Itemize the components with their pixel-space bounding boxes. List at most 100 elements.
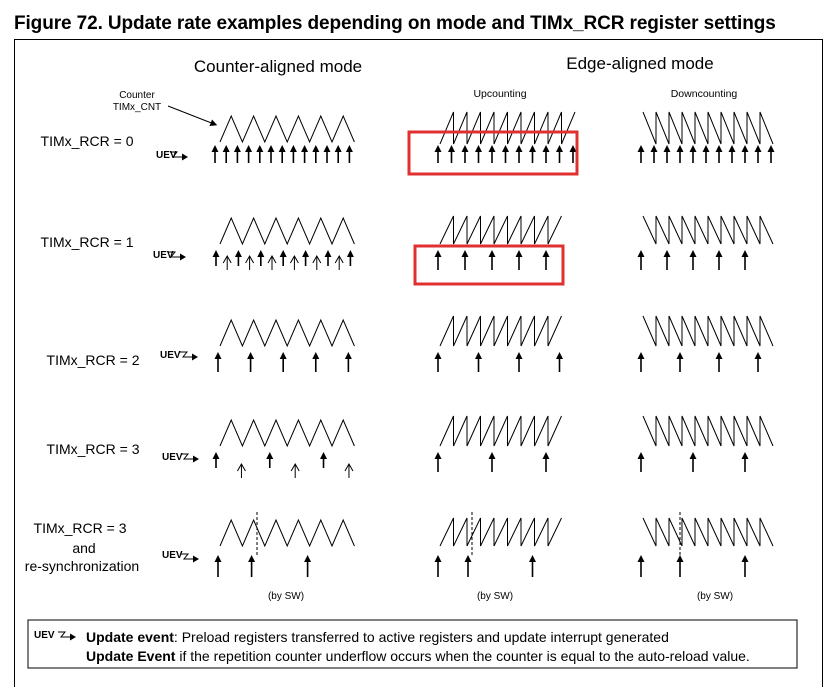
uev-thin-arrow-center-r2-3-head xyxy=(245,254,255,264)
highlight-box-rcr1-upcounting xyxy=(413,244,565,286)
uev-arrow-center-r3-1-head xyxy=(247,352,255,359)
uev-arrow-center-r2-10-head xyxy=(324,250,332,257)
uev-arrow-down-r1-2-head xyxy=(663,145,671,152)
uev-arrow-center-r2-2-head xyxy=(234,250,242,257)
uev-symbol-row2-arrow xyxy=(180,253,186,261)
uev-arrow-center-r1-3-head xyxy=(245,145,253,152)
uev-arrow-down-r5-1-head xyxy=(676,555,684,562)
by-sw-label-up: (by SW) xyxy=(477,591,513,602)
uev-arrow-center-r2-6-head xyxy=(279,250,287,257)
downcounting-header: Downcounting xyxy=(671,88,738,100)
uev-arrow-up-r2-4-head xyxy=(542,250,550,257)
uev-label-row1: UEV xyxy=(156,150,177,161)
uev-arrow-down-r1-6-head xyxy=(715,145,723,152)
uev-arrow-center-r5-0-head xyxy=(214,555,222,562)
legend-uev-label: UEV xyxy=(34,630,55,641)
uev-arrow-down-r2-4-head xyxy=(741,250,749,257)
uev-arrow-down-r1-4-head xyxy=(689,145,697,152)
uev-arrow-center-r4-2-head xyxy=(320,452,328,459)
row-label-rcr3-resync-line2: and xyxy=(72,540,95,556)
uev-arrow-up-r1-9-head xyxy=(556,145,563,152)
uev-arrow-down-r3-3-head xyxy=(754,352,762,359)
up-saw-row3 xyxy=(439,315,562,347)
triangle-wave-row4 xyxy=(219,418,355,448)
uev-arrow-up-r3-3-head xyxy=(556,352,563,359)
uev-arrow-up-r4-2-head xyxy=(542,452,550,459)
triangle-wave-row1 xyxy=(219,114,355,144)
uev-arrow-center-r2-0-head xyxy=(212,250,220,257)
uev-symbol-row1-arrow xyxy=(182,153,188,161)
row-label-rcr3-resync-line3: re-synchronization xyxy=(25,558,139,574)
uev-label-row5: UEV xyxy=(162,550,183,561)
down-saw-row3 xyxy=(642,315,774,347)
uev-arrow-up-r1-4-head xyxy=(488,145,496,152)
uev-arrow-up-r1-6-head xyxy=(515,145,523,152)
uev-arrow-up-r3-0-head xyxy=(434,352,442,359)
uev-arrow-center-r1-7-head xyxy=(289,145,297,152)
figure-title: Figure 72. Update rate examples dependin… xyxy=(14,13,776,34)
uev-arrow-center-r2-4-head xyxy=(257,250,265,257)
uev-arrow-down-r1-1-head xyxy=(650,145,658,152)
uev-arrow-down-r3-2-head xyxy=(715,352,723,359)
counter-label: Counter xyxy=(119,90,155,101)
uev-arrow-center-r5-2-head xyxy=(304,555,312,562)
uev-arrow-up-r5-2-head xyxy=(529,555,536,562)
uev-arrow-up-r3-1-head xyxy=(475,352,482,359)
legend-line1-desc: : Preload registers transferred to activ… xyxy=(174,629,669,645)
uev-arrow-up-r2-1-head xyxy=(461,250,469,257)
uev-thin-arrow-center-r2-1-head xyxy=(222,254,232,264)
up-saw-row5 xyxy=(439,517,562,547)
uev-thin-arrow-center-r2-7-head xyxy=(289,254,299,264)
uev-arrow-up-r5-0-head xyxy=(434,555,442,562)
uev-symbol-row4-arrow xyxy=(193,455,199,463)
uev-arrow-down-r1-8-head xyxy=(741,145,749,152)
uev-arrow-down-r1-3-head xyxy=(676,145,684,152)
up-saw-row2 xyxy=(439,215,562,245)
uev-arrow-center-r1-10-head xyxy=(323,145,331,152)
uev-label-row2: UEV xyxy=(153,250,174,261)
uev-arrow-up-r1-5-head xyxy=(502,145,509,152)
uev-arrow-up-r2-0-head xyxy=(434,250,442,257)
uev-arrow-down-r2-1-head xyxy=(663,250,671,257)
uev-arrow-center-r1-12-head xyxy=(345,145,353,152)
uev-symbol-row3-zigzag xyxy=(180,351,192,358)
row-label-rcr2: TIMx_RCR = 2 xyxy=(47,352,140,368)
uev-thin-arrow-center-r2-9-head xyxy=(312,254,322,264)
uev-thin-arrow-center-r4-2-head xyxy=(344,462,354,472)
down-saw-row4 xyxy=(642,415,774,447)
uev-arrow-center-r3-3-head xyxy=(312,352,320,359)
uev-thin-arrow-center-r2-11-head xyxy=(334,254,344,264)
up-saw-row4 xyxy=(439,415,562,447)
uev-arrow-center-r3-2-head xyxy=(279,352,287,359)
uev-arrow-down-r4-0-head xyxy=(637,452,645,459)
uev-arrow-down-r4-1-head xyxy=(689,452,697,459)
uev-thin-arrow-center-r4-0-head xyxy=(237,462,246,472)
uev-arrow-down-r1-7-head xyxy=(728,145,736,152)
uev-arrow-down-r5-2-head xyxy=(741,555,749,562)
legend-line1-term: Update event xyxy=(86,629,174,645)
uev-arrow-center-r1-6-head xyxy=(278,145,286,152)
uev-label-row4: UEV xyxy=(162,452,183,463)
uev-arrow-down-r4-2-head xyxy=(741,452,749,459)
uev-arrow-down-r1-0-head xyxy=(637,145,645,152)
by-sw-label-center: (by SW) xyxy=(268,591,304,602)
uev-arrow-down-r3-1-head xyxy=(676,352,684,359)
uev-arrow-center-r1-9-head xyxy=(312,145,320,152)
legend-box xyxy=(27,619,798,669)
uev-arrow-center-r2-12-head xyxy=(346,250,354,257)
down-saw-row5 xyxy=(642,517,774,547)
triangle-wave-row3 xyxy=(219,318,355,348)
legend-line2-term: Update Event xyxy=(86,648,176,664)
waveforms xyxy=(58,111,775,641)
triangle-wave-row2 xyxy=(219,216,355,246)
down-saw-row2 xyxy=(642,215,774,245)
uev-arrow-up-r1-2-head xyxy=(461,145,469,152)
triangle-wave-row5 xyxy=(219,518,355,548)
row-label-rcr1: TIMx_RCR = 1 xyxy=(41,234,134,250)
highlight-box-rcr0-upcounting xyxy=(407,130,579,176)
uev-arrow-down-r5-0-head xyxy=(637,555,645,562)
uev-arrow-down-r2-0-head xyxy=(637,250,645,257)
uev-arrow-center-r5-1-head xyxy=(248,555,256,562)
uev-thin-arrow-center-r2-5-head xyxy=(267,254,277,264)
uev-arrow-up-r5-1-head xyxy=(464,555,472,562)
